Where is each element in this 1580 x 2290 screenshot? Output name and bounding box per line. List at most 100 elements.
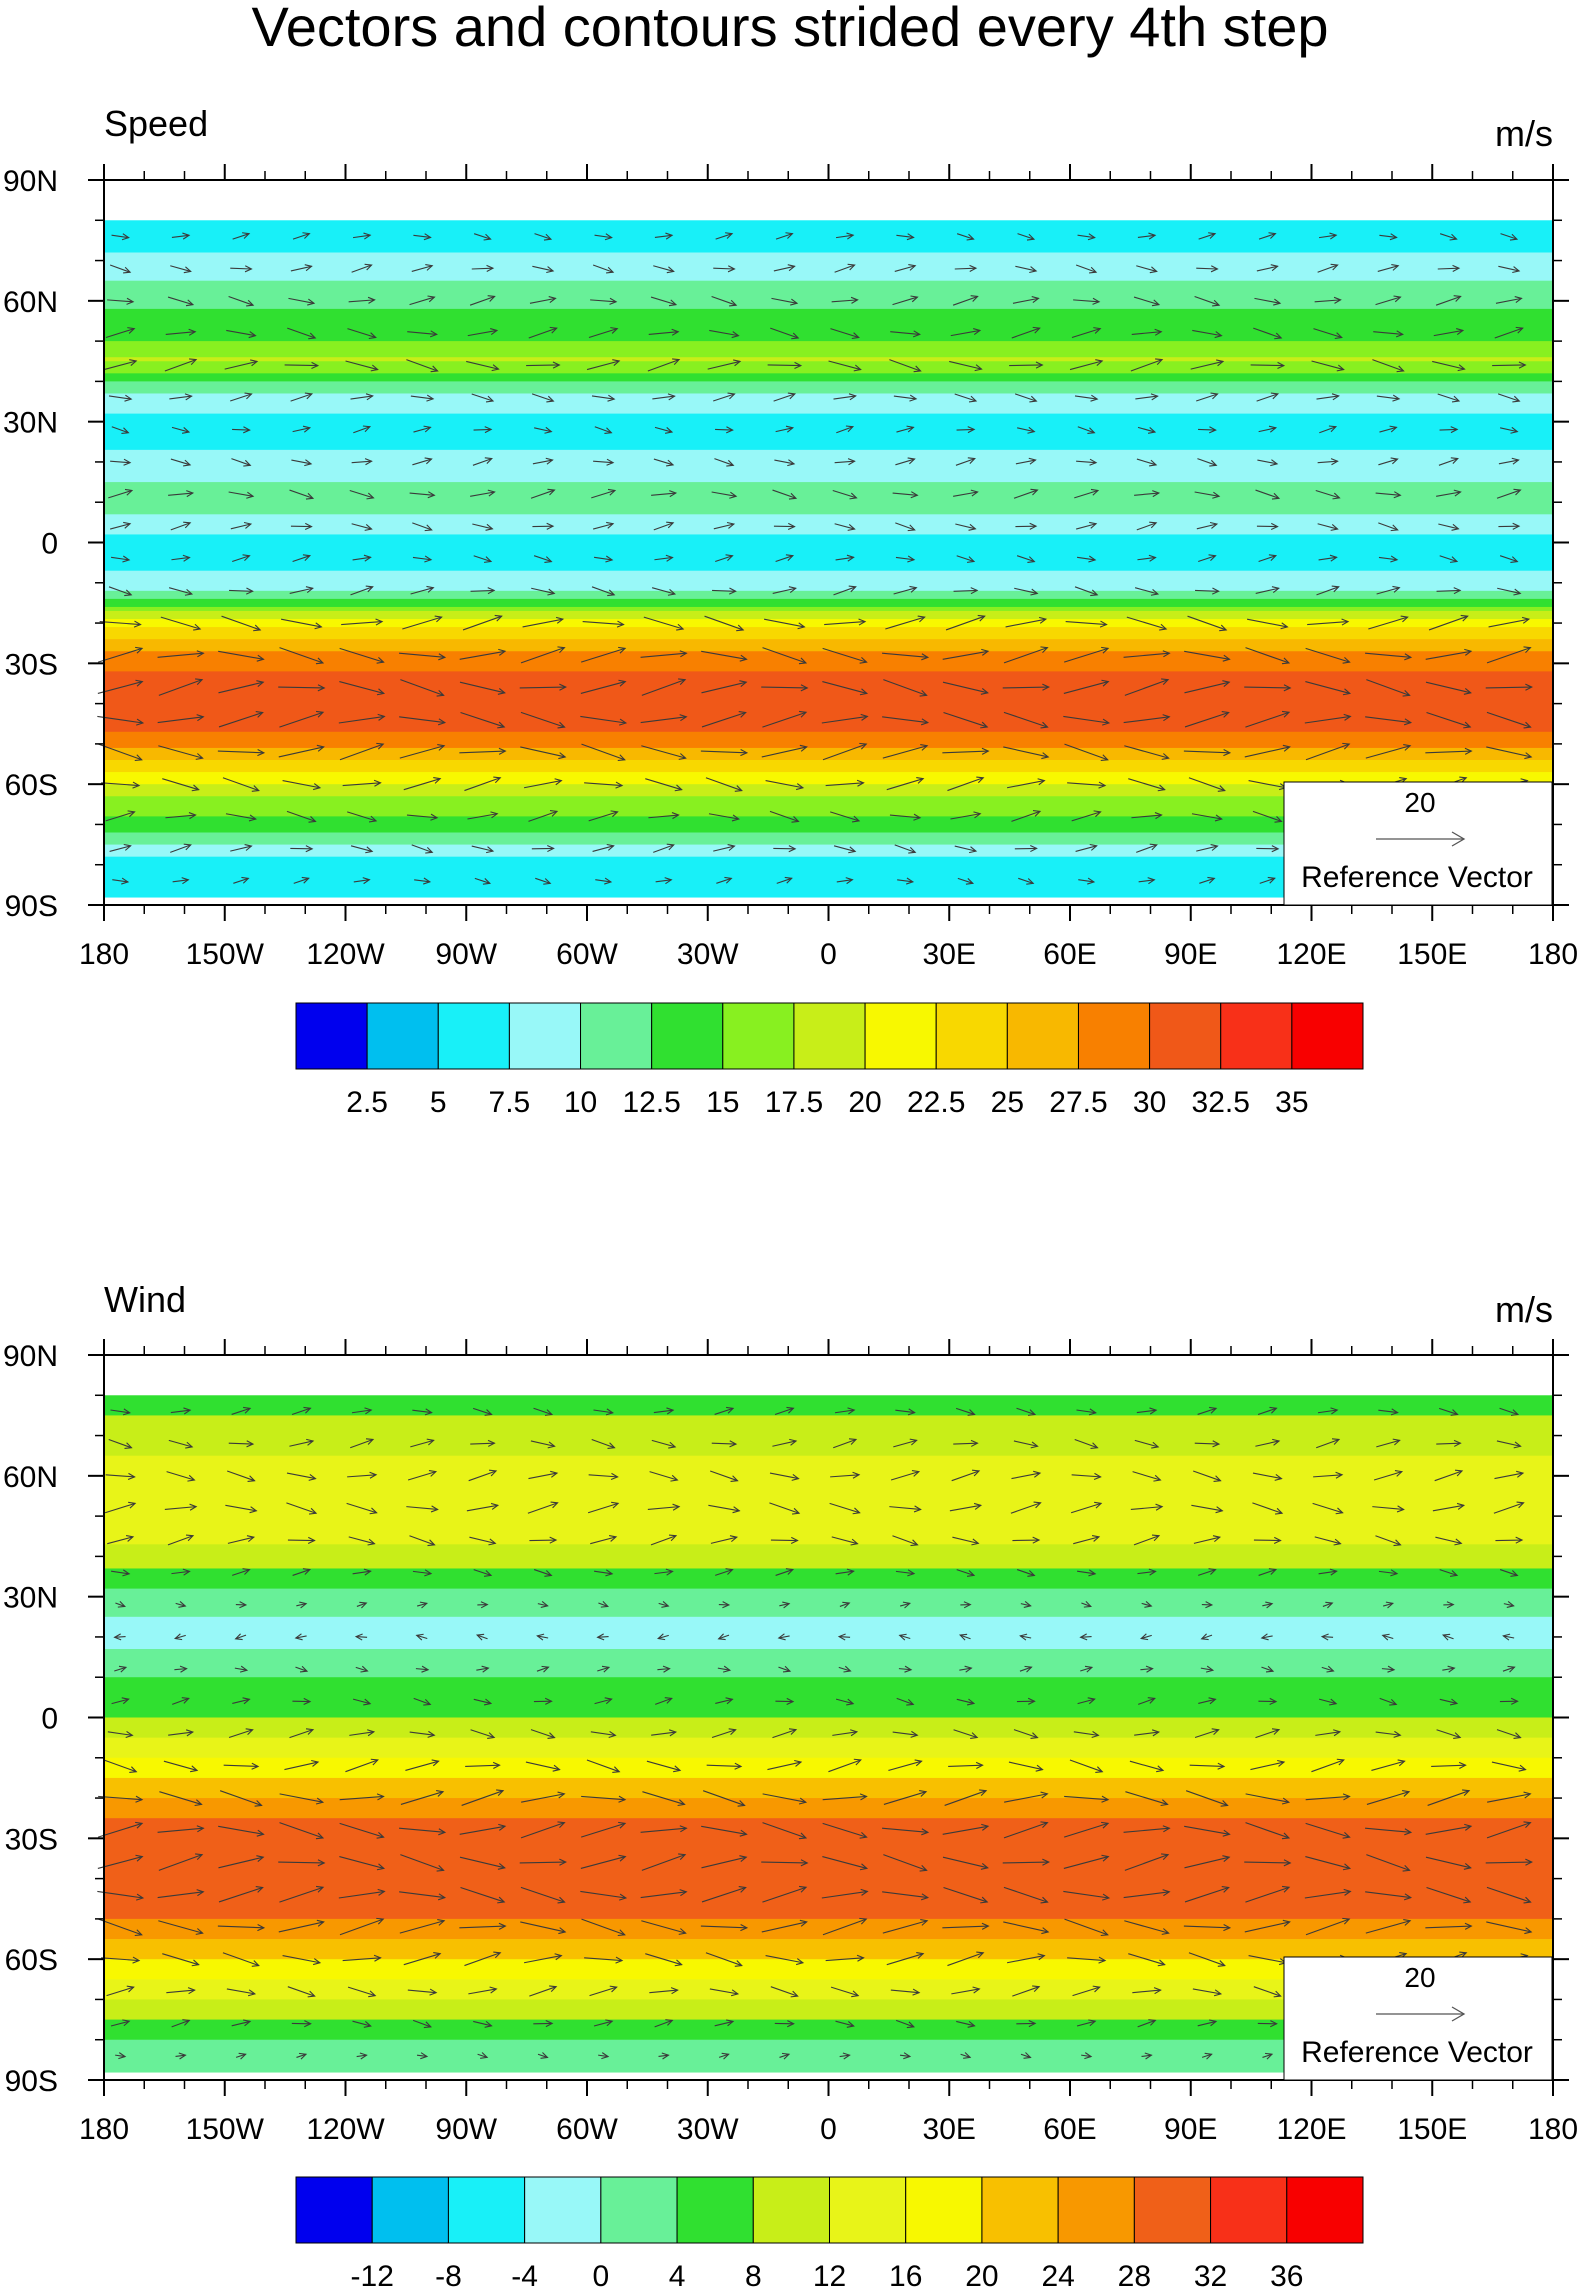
wind-vector	[715, 428, 733, 431]
wind-vector-head	[249, 1506, 258, 1514]
wind-vector	[533, 1407, 553, 1416]
contour-band	[104, 1411, 1553, 1417]
wind-vector-head	[311, 361, 320, 370]
wind-vector	[278, 1921, 324, 1933]
wind-vector-head	[1144, 2052, 1153, 2060]
wind-vector-head	[554, 1953, 563, 1961]
wind-vector-head	[316, 744, 325, 752]
wind-vector-head	[856, 1954, 865, 1962]
contour-band	[104, 1467, 1553, 1473]
wind-vector-head	[607, 488, 617, 496]
contour-band	[104, 707, 1553, 713]
wind-vector	[1497, 587, 1521, 594]
wind-vector-head	[1525, 683, 1533, 691]
wind-vector	[106, 1986, 134, 1997]
contour-band	[104, 409, 1553, 415]
contour-band	[104, 1580, 1553, 1586]
wind-vector-head	[610, 810, 619, 818]
wind-vector	[292, 427, 310, 433]
contour-band	[104, 393, 1553, 399]
wind-vector	[1378, 556, 1398, 561]
wind-vector-head	[847, 263, 856, 271]
wind-vector-head	[668, 1729, 678, 1737]
wind-vector	[892, 1535, 918, 1546]
contour-band	[104, 800, 1553, 805]
wind-vector	[99, 621, 141, 626]
wind-vector-head	[1463, 1862, 1472, 1870]
wind-vector-head	[1209, 2019, 1218, 2027]
wind-vector	[1019, 1666, 1032, 1672]
wind-vector	[882, 745, 928, 759]
wind-vector-head	[490, 1502, 500, 1510]
wind-vector-head	[615, 781, 624, 789]
y-tick-label: 60S	[5, 769, 58, 802]
wind-vector	[594, 1698, 612, 1705]
wind-vector	[1134, 587, 1158, 595]
wind-vector-head	[369, 1507, 378, 1515]
y-tick-label: 90S	[5, 2065, 58, 2098]
wind-vector-head	[251, 785, 260, 792]
wind-vector-head	[255, 1886, 264, 1893]
wind-vector	[581, 743, 625, 761]
x-tick-label: 180	[1528, 938, 1578, 971]
wind-vector	[1365, 745, 1411, 759]
wind-vector	[1016, 1569, 1035, 1576]
wind-vector-head	[173, 1633, 183, 1641]
wind-vector-head	[676, 623, 685, 631]
wind-vector	[1132, 1471, 1161, 1481]
wind-vector-head	[307, 1990, 316, 1998]
wind-vector	[519, 686, 566, 689]
wind-vector	[226, 329, 256, 337]
wind-vector-head	[376, 742, 385, 750]
wind-vector	[709, 329, 739, 337]
wind-vector-head	[484, 2020, 493, 2028]
wind-vector-head	[1212, 587, 1220, 595]
figure-title: Vectors and contours strided every 4th s…	[251, 0, 1328, 58]
wind-vector	[158, 1854, 203, 1871]
y-tick-label: 60S	[5, 1944, 58, 1977]
contour-band	[104, 280, 1553, 286]
wind-vector-head	[608, 1534, 618, 1542]
wind-vector-head	[664, 427, 674, 434]
wind-vector	[1134, 492, 1159, 496]
colorbar: -12 -8 -4 0 4 8 12 16 20 24 28 32 36	[295, 2176, 1364, 2290]
wind-vector	[831, 299, 858, 303]
colorbar-label: 15	[706, 1086, 739, 1119]
wind-vector	[943, 711, 988, 728]
contour-band	[104, 695, 1553, 701]
wind-vector	[953, 1729, 978, 1739]
wind-vector-head	[424, 1408, 433, 1416]
wind-vector-head	[185, 1441, 194, 1449]
wind-vector	[472, 1407, 492, 1415]
contour-band	[104, 316, 1553, 322]
wind-vector-head	[1161, 678, 1170, 686]
wind-vector-head	[1027, 426, 1036, 434]
wind-vector-head	[1453, 1732, 1462, 1739]
wind-vector-head	[1152, 490, 1161, 498]
wind-vector	[890, 331, 920, 335]
wind-vector-head	[1041, 752, 1050, 760]
wind-vector-head	[1525, 1858, 1533, 1866]
wind-vector-head	[1030, 488, 1039, 496]
contour-band	[104, 1922, 1553, 1928]
wind-vector-head	[1392, 1438, 1401, 1446]
wind-vector	[708, 1504, 740, 1512]
contour-band	[104, 824, 1553, 830]
wind-vector	[590, 1536, 617, 1545]
wind-vector-head	[788, 1728, 798, 1735]
wind-vector-head	[487, 295, 496, 302]
wind-vector-head	[241, 876, 250, 884]
wind-vector	[158, 679, 203, 696]
contour-band	[104, 1604, 1553, 1610]
wind-vector	[167, 1535, 194, 1546]
wind-vector-head	[967, 457, 976, 464]
contour-band	[104, 780, 1553, 785]
wind-vector	[1076, 460, 1097, 464]
contour-band	[104, 1649, 1553, 1654]
wind-vector-head	[1460, 614, 1469, 622]
x-tick-label: 180	[1528, 2113, 1578, 2146]
wind-vector-head	[784, 876, 793, 884]
wind-vector-head	[1402, 1790, 1411, 1797]
wind-vector-head	[605, 1569, 614, 1577]
wind-vector-head	[967, 1409, 976, 1416]
